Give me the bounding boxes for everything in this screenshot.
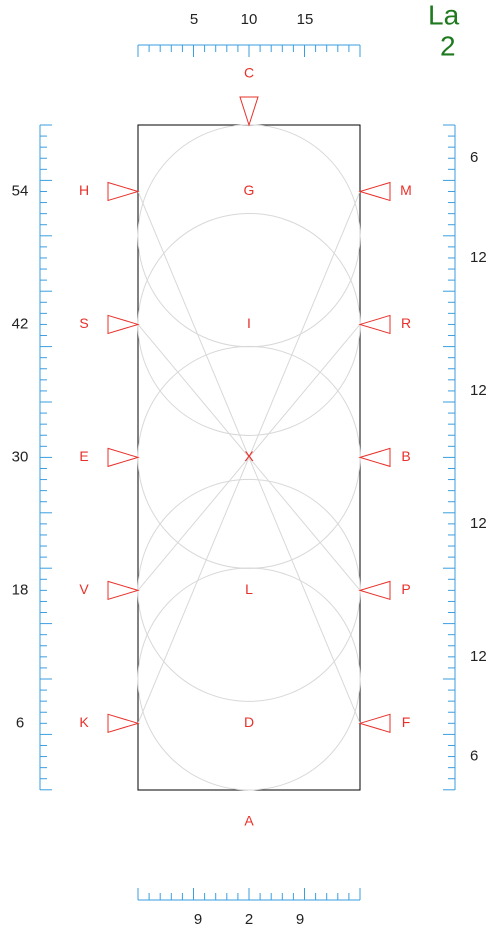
letter: I	[247, 315, 251, 331]
letter: S	[79, 315, 88, 331]
letter: D	[244, 714, 254, 730]
letter: V	[79, 581, 89, 597]
ruler-label: 12	[470, 515, 487, 532]
marker	[107, 713, 140, 733]
letter: C	[244, 65, 254, 81]
ruler-label: 6	[16, 714, 24, 731]
diagonal	[137, 324, 361, 591]
title: La	[428, 0, 460, 30]
marker	[107, 580, 140, 601]
ruler-label: 42	[12, 315, 29, 332]
marker	[107, 447, 140, 468]
ruler-label: 54	[12, 182, 29, 199]
letter: H	[79, 182, 89, 198]
letter: M	[400, 182, 412, 198]
circle-figure	[137, 567, 361, 791]
marker	[107, 314, 140, 335]
letter: K	[79, 714, 89, 730]
letter: G	[244, 182, 255, 198]
ruler-label: 30	[12, 448, 29, 465]
ruler-label: 12	[470, 249, 487, 266]
circle-figure	[137, 124, 361, 348]
letter: E	[79, 448, 88, 464]
letter: L	[245, 581, 253, 597]
ruler-label: 12	[470, 648, 487, 665]
ruler-label: 9	[296, 911, 304, 928]
marker	[358, 181, 391, 202]
ruler-label: 5	[190, 11, 198, 28]
ruler-label: 6	[470, 149, 478, 166]
title: 2	[440, 30, 456, 61]
ruler-label: 6	[470, 748, 478, 765]
ruler-label: 15	[297, 11, 314, 28]
letter: B	[401, 448, 410, 464]
letter: X	[244, 448, 254, 464]
marker	[358, 314, 391, 335]
marker	[358, 447, 391, 468]
ruler-label: 18	[12, 581, 29, 598]
ruler-label: 2	[245, 911, 253, 928]
ruler-label: 10	[241, 11, 258, 28]
marker	[107, 181, 140, 202]
marker	[239, 96, 259, 127]
letter: P	[401, 581, 410, 597]
marker	[358, 713, 391, 733]
letter: F	[402, 714, 411, 730]
ruler-label: 12	[470, 382, 487, 399]
letter: R	[401, 315, 411, 331]
letter: A	[244, 813, 254, 829]
ruler-label: 9	[194, 911, 202, 928]
marker	[358, 580, 391, 601]
